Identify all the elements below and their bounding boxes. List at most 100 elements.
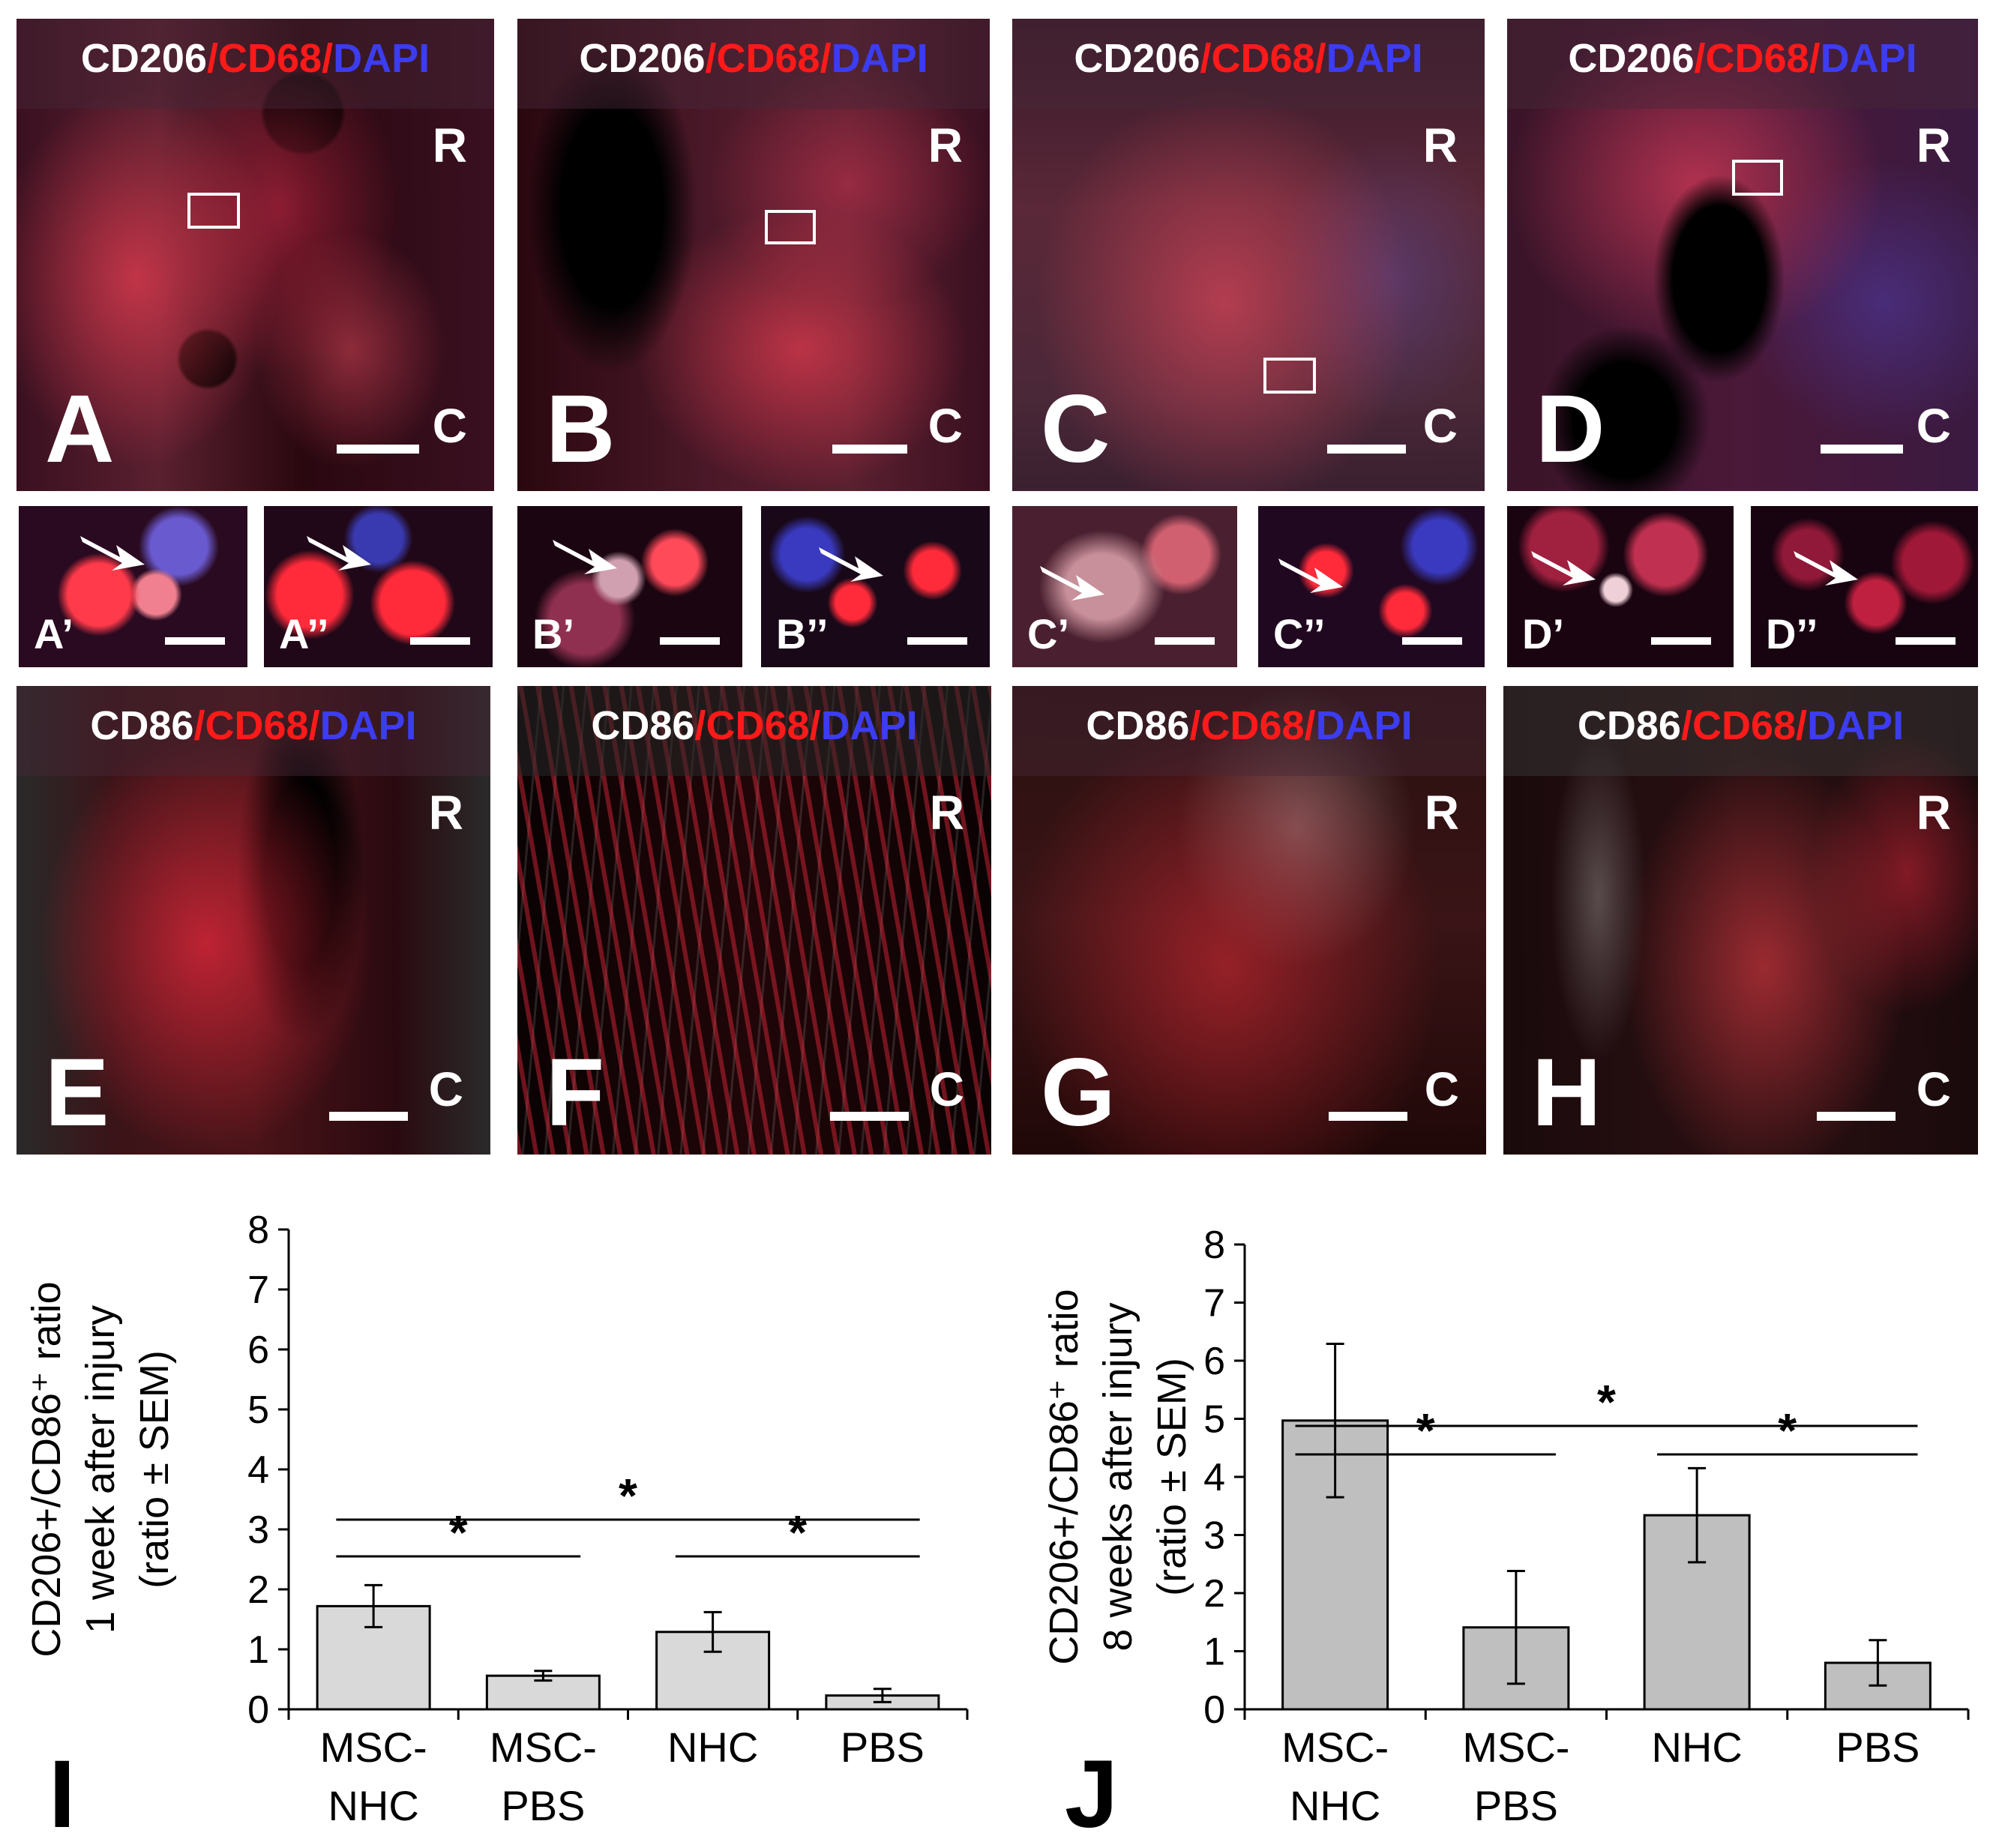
x-category-label: MSC- [1281,1724,1389,1771]
inset-c-prime: C’ [1012,506,1237,667]
x-category-label: NHC [1290,1782,1380,1829]
caudal-label: C [929,1062,964,1116]
micrograph-panel-b: CD206/CD68/DAPI R C B [517,19,990,491]
x-category-label: NHC [1651,1724,1742,1771]
panel-label: F [546,1039,605,1146]
bar-chart-j: 0 1 2 3 4 5 6 7 8 MSC- NHC MSC- PBS NHC PBS * * * CD206+/C… [997,1192,1993,1848]
significance-star: * [1597,1375,1616,1429]
inset-region-box [765,210,816,244]
panel-label: E [45,1039,109,1146]
x-category-label: PBS [841,1724,925,1771]
y-tick-label: 3 [1203,1514,1225,1558]
scale-bar [1651,637,1711,645]
panel-label: A [45,376,115,483]
inset-label: C’’ [1273,610,1326,657]
scale-bar [410,637,470,645]
stain-label: CD86/CD68/DAPI [591,703,918,748]
inset-b-double-prime: B’’ [761,506,990,667]
y-axis-label: CD206+/CD86⁺ ratio [24,1281,69,1657]
arrow-icon [1278,559,1343,593]
scale-bar [1329,1112,1407,1121]
inset-label: C’ [1027,610,1069,657]
x-category-label: MSC- [1462,1724,1569,1771]
y-tick-label: 6 [247,1328,269,1372]
stain-label: CD206/CD68/DAPI [80,36,430,81]
inset-b-prime: B’ [517,506,742,667]
significance-star: * [1778,1403,1797,1457]
rostral-label: R [1916,786,1951,840]
scale-bar [1327,445,1406,454]
micrograph-panel-f: CD86/CD68/DAPI R C F [517,686,991,1155]
panel-label: B [546,376,616,483]
caudal-label: C [428,1062,463,1116]
y-axis-label: (ratio ± SEM) [1149,1358,1194,1596]
bar [316,1604,431,1711]
scale-bar [165,637,225,645]
micrograph-panel-d: CD206/CD68/DAPI R C D [1507,19,1978,491]
scale-bar [830,1112,909,1121]
stain-label: CD206/CD68/DAPI [579,36,928,81]
caudal-label: C [1916,1062,1951,1116]
inset-a-prime: A’ [19,506,247,667]
x-category-label: NHC [667,1724,758,1771]
y-tick-label: 5 [1203,1398,1225,1442]
x-category-label: MSC- [320,1724,427,1771]
stain-label: CD86/CD68/DAPI [1577,703,1905,748]
scale-bar [907,637,967,645]
caudal-label: C [432,399,467,453]
y-tick-label: 2 [247,1568,269,1612]
y-tick-label: 1 [247,1628,269,1672]
rostral-label: R [929,786,964,840]
chart-panel-label: I [49,1741,76,1848]
arrow-icon [307,536,371,571]
panel-label: G [1041,1039,1116,1146]
inset-region-box [1732,160,1783,196]
micrograph-panel-a: CD206/CD68/DAPI R C A [16,19,494,491]
x-category-label: MSC- [490,1724,597,1771]
y-tick-label: 7 [247,1268,269,1312]
chart-j-svg: 0 1 2 3 4 5 6 7 8 MSC- NHC MSC- PBS NHC PBS * * * CD206+/C… [1041,1224,1970,1829]
stain-label: CD86/CD68/DAPI [90,703,417,748]
inset-label: B’’ [776,610,829,657]
y-tick-label: 8 [1203,1224,1225,1267]
rostral-label: R [432,118,467,172]
caudal-label: C [1424,1062,1459,1116]
y-tick-label: 2 [1203,1572,1225,1616]
panel-label: C [1041,376,1110,483]
stain-label: CD206/CD68/DAPI [1074,36,1423,81]
arrow-icon [80,536,145,571]
panel-label: H [1532,1039,1602,1146]
chart-i-svg: 0 1 2 3 4 5 6 7 8 MSC- NHC MSC- PBS NHC PBS * * * CD206+/C… [24,1209,969,1829]
inset-d-prime: D’ [1507,506,1734,667]
arrow-icon [1794,551,1858,586]
arrow-icon [1040,566,1104,601]
y-tick-label: 0 [247,1688,269,1732]
micrograph-panel-h: CD86/CD68/DAPI R C H [1503,686,1978,1155]
y-tick-label: 3 [247,1508,269,1552]
x-category-label: PBS [1836,1724,1920,1771]
inset-region-box [187,193,240,229]
inset-label: B’ [532,610,574,657]
scale-bar [1896,637,1956,645]
caudal-label: C [1916,399,1951,453]
bar-chart-i: 0 1 2 3 4 5 6 7 8 MSC- NHC MSC- PBS NHC PBS * * * CD206+/C… [0,1192,990,1848]
y-tick-label: 8 [247,1209,269,1252]
inset-a-double-prime: A’’ [264,506,493,667]
rostral-label: R [1422,118,1458,172]
micrograph-panel-c: CD206/CD68/DAPI R C C [1012,19,1485,491]
y-axis-label: (ratio ± SEM) [132,1350,177,1589]
inset-label: D’’ [1766,610,1818,657]
x-category-label: NHC [328,1782,418,1829]
rostral-label: R [428,786,463,840]
arrow-icon [1531,551,1596,586]
caudal-label: C [928,399,963,453]
y-tick-label: 1 [1203,1631,1225,1674]
significance-star: * [1416,1403,1435,1457]
scale-bar [1821,445,1903,454]
x-category-label: PBS [1474,1782,1558,1829]
stain-label: CD206/CD68/DAPI [1568,36,1917,81]
inset-label: A’ [34,610,73,657]
y-tick-label: 5 [247,1388,269,1432]
inset-region-box [1263,358,1316,394]
significance-star: * [619,1469,637,1523]
